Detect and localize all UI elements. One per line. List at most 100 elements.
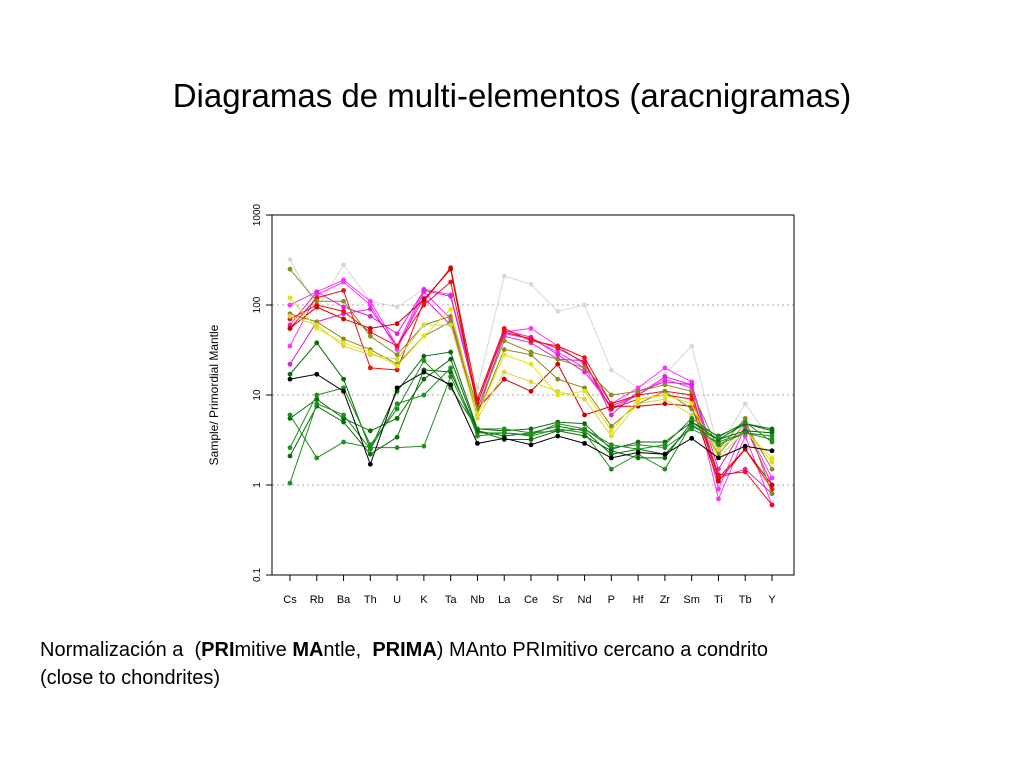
caption-line-2: (close to chondrites) (40, 667, 221, 689)
data-point (608, 423, 614, 429)
x-tick-label: Ba (337, 594, 351, 606)
data-point (367, 333, 373, 339)
x-tick-label: Cs (283, 594, 297, 606)
data-point (314, 371, 320, 377)
data-point (608, 455, 614, 461)
data-point (689, 415, 695, 421)
data-point (287, 313, 293, 319)
series-line (289, 266, 773, 506)
data-point (608, 392, 614, 398)
data-point (394, 352, 400, 358)
data-point (608, 451, 614, 457)
data-point (314, 298, 320, 304)
data-point (341, 439, 346, 445)
data-point (742, 419, 748, 425)
data-point (716, 486, 721, 492)
data-point (635, 388, 641, 394)
data-point (662, 365, 668, 371)
data-point (742, 469, 748, 475)
data-point (769, 433, 775, 439)
x-tick-label: Ta (445, 594, 458, 606)
data-point (341, 288, 346, 293)
data-point (421, 369, 427, 375)
data-point (662, 466, 668, 472)
data-point (367, 451, 373, 457)
data-point (367, 306, 373, 312)
data-point (448, 293, 454, 299)
data-point (394, 406, 400, 412)
data-point (501, 369, 507, 375)
x-tick-label: P (608, 594, 615, 606)
data-point (716, 446, 721, 452)
caption-segment: mitive (234, 639, 293, 661)
data-point (582, 385, 587, 391)
data-point (769, 466, 775, 472)
data-point (287, 480, 293, 486)
data-point (689, 388, 695, 394)
data-point (689, 396, 695, 402)
data-point (287, 361, 293, 367)
data-point (367, 446, 373, 452)
data-point (287, 322, 293, 328)
data-point (555, 376, 561, 382)
data-point (341, 385, 346, 391)
data-point (582, 369, 587, 375)
series-5 (287, 265, 775, 508)
data-point (287, 257, 293, 262)
data-point (689, 419, 695, 425)
data-point (341, 343, 346, 349)
x-tick-label: Zr (660, 594, 671, 606)
data-point (716, 478, 721, 484)
x-tick-label: Hf (633, 594, 645, 606)
data-point (555, 361, 561, 367)
data-point (582, 433, 587, 439)
y-tick-label: 1000 (252, 203, 263, 226)
data-point (394, 363, 400, 369)
caption-segment: MA (292, 639, 324, 661)
data-point (341, 419, 346, 425)
data-point (475, 440, 480, 446)
data-point (635, 385, 641, 391)
data-point (528, 442, 534, 448)
data-point (528, 336, 534, 342)
data-point (635, 450, 641, 455)
data-point (421, 288, 427, 293)
data-point (448, 322, 454, 328)
data-point (608, 433, 614, 439)
data-point (528, 437, 534, 442)
x-tick-label: Ce (524, 594, 538, 606)
data-point (742, 443, 748, 449)
data-point (528, 432, 534, 438)
x-axis: Cs Rb Ba Th U K Ta Nb La Ce Sr Nd P Hf Zr Sm Ti Tb Y (283, 575, 776, 606)
data-point (635, 392, 641, 398)
data-point (769, 455, 775, 461)
data-point (314, 455, 320, 461)
data-point (555, 345, 561, 351)
data-point (689, 401, 695, 407)
data-point (475, 433, 480, 439)
data-point (367, 329, 373, 335)
data-point (448, 266, 454, 272)
data-point (555, 308, 561, 314)
caption: Normalización a (PRImitive MAntle, PRIMA… (40, 636, 1000, 692)
data-point (528, 325, 534, 331)
series-6 (287, 279, 775, 492)
data-point (341, 304, 346, 310)
data-point (501, 426, 507, 432)
data-point (501, 273, 507, 279)
data-point (501, 325, 507, 331)
data-point (608, 466, 614, 472)
series-17 (287, 365, 775, 486)
data-point (394, 347, 400, 352)
x-tick-label: U (393, 594, 401, 606)
data-point (769, 491, 775, 497)
data-point (394, 415, 400, 421)
x-tick-label: Th (364, 594, 377, 606)
data-point (314, 401, 320, 407)
data-point (582, 426, 587, 432)
caption-segment: ) MAnto PRImitivo cercano a condrito (436, 639, 769, 661)
data-point (367, 298, 373, 304)
data-point (287, 453, 293, 459)
data-point (314, 325, 320, 331)
data-point (367, 313, 373, 319)
